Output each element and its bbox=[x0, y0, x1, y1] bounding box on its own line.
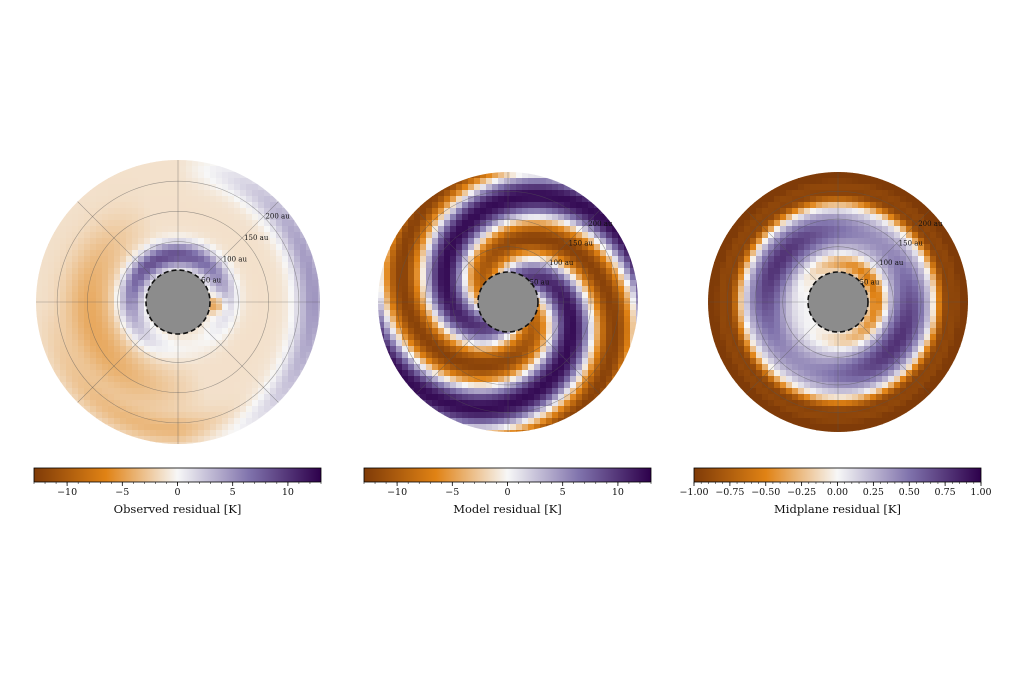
colorbar-tick-label: −1.00 bbox=[679, 487, 708, 498]
colorbar-tick-label: 0 bbox=[504, 487, 510, 498]
colorbar-tick-label: 5 bbox=[560, 487, 566, 498]
colorbar-tick-label: −0.50 bbox=[751, 487, 780, 498]
model-ring-label-100: 100 au bbox=[549, 259, 574, 267]
midplane-masked-center bbox=[807, 271, 869, 333]
model-ring-label-200: 200 au bbox=[588, 220, 613, 228]
colorbar-tick-label: −10 bbox=[387, 487, 407, 498]
colorbar-tick-label: 0 bbox=[174, 487, 180, 498]
colorbar-tick-label: −0.25 bbox=[787, 487, 816, 498]
observed-colorbar-label: Observed residual [K] bbox=[114, 502, 242, 516]
colorbar-tick-label: −10 bbox=[57, 487, 77, 498]
colorbar-tick-label: −5 bbox=[445, 487, 459, 498]
observed-ring-label-50: 50 au bbox=[201, 277, 221, 285]
colorbar-tick-label: 0.50 bbox=[899, 487, 920, 498]
midplane-ring-label-150: 150 au bbox=[899, 239, 924, 247]
colorbar-tick-label: 5 bbox=[230, 487, 236, 498]
observed-colorbar: −10 −5 0 5 10 bbox=[33, 467, 322, 498]
midplane-panel: 50 au 100 au 150 au 200 au −1.00 −0.75 −0.… bbox=[679, 172, 992, 516]
model-ring-labels: 50 au 100 au 150 au 200 au bbox=[530, 220, 613, 287]
model-panel: 50 au 100 au 150 au 200 au −10 −5 0 5 10 Mod… bbox=[363, 172, 652, 516]
model-ring-label-50: 50 au bbox=[530, 278, 550, 286]
observed-ring-label-100: 100 au bbox=[223, 255, 248, 263]
observed-masked-center bbox=[145, 269, 211, 335]
colorbar-tick-label: 0.25 bbox=[863, 487, 884, 498]
midplane-ring-label-200: 200 au bbox=[918, 220, 943, 228]
model-colorbar: −10 −5 0 5 10 bbox=[363, 467, 652, 498]
colorbar-tick-label: 1.00 bbox=[970, 487, 991, 498]
colorbar-tick-label: 10 bbox=[282, 487, 294, 498]
colorbar-tick-label: 0.00 bbox=[827, 487, 848, 498]
midplane-colorbar: −1.00 −0.75 −0.50 −0.25 0.00 0.25 0.50 0.75 1.00 bbox=[679, 467, 992, 498]
colorbar-tick-label: 10 bbox=[612, 487, 624, 498]
observed-ring-label-150: 150 au bbox=[244, 234, 269, 242]
observed-ring-labels: 50 au 100 au 150 au 200 au bbox=[201, 213, 290, 285]
model-masked-center bbox=[477, 271, 539, 333]
midplane-ring-labels: 50 au 100 au 150 au 200 au bbox=[860, 220, 943, 287]
model-disk-map bbox=[378, 172, 638, 432]
colorbar-tick-label: −0.75 bbox=[715, 487, 744, 498]
model-ring-label-150: 150 au bbox=[569, 239, 594, 247]
observed-ring-label-200: 200 au bbox=[265, 213, 290, 221]
midplane-colorbar-label: Midplane residual [K] bbox=[774, 502, 901, 516]
model-colorbar-label: Model residual [K] bbox=[453, 502, 562, 516]
midplane-ring-label-50: 50 au bbox=[860, 278, 880, 286]
colorbar-tick-label: −5 bbox=[115, 487, 129, 498]
colorbar-tick-label: 0.75 bbox=[935, 487, 956, 498]
midplane-ring-label-100: 100 au bbox=[879, 259, 904, 267]
observed-panel: 50 au 100 au 150 au 200 au −10 −5 0 5 10 Obs… bbox=[33, 160, 322, 516]
